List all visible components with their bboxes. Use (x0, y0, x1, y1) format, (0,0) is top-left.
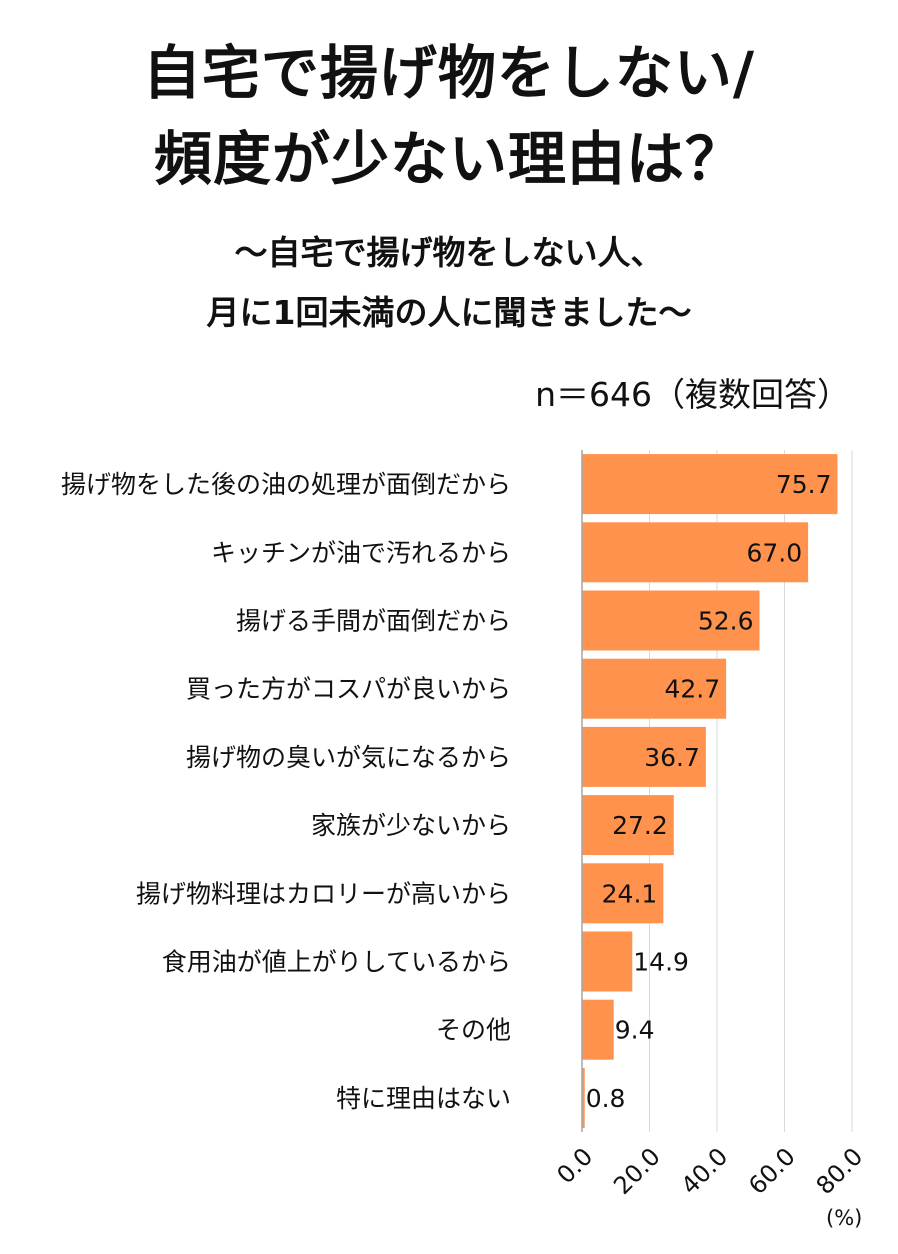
x-tick-label: 60.0 (743, 1142, 801, 1200)
x-tick-label: 40.0 (676, 1142, 734, 1200)
category-label: 家族が少ないから (311, 811, 511, 840)
bar-chart: 75.7 揚げ物をした後の油の処理が面倒だから 67.0 キッチンが油で汚れるから 52… (61, 450, 869, 1200)
bar (582, 795, 674, 856)
bar-value-label: 27.2 (612, 811, 668, 840)
chart-subtitle-line1: 〜自宅で揚げ物をしない人、 (234, 233, 664, 272)
category-label: 揚げる手間が面倒だから (236, 607, 511, 636)
bar (582, 1067, 585, 1128)
sample-size-note: n＝646（複数回答） (535, 375, 850, 414)
bar-value-label: 52.6 (698, 607, 754, 636)
bar-value-label: 75.7 (776, 470, 832, 499)
bar-value-label: 36.7 (644, 743, 700, 772)
bar (582, 863, 664, 924)
bar (582, 658, 727, 719)
bar (582, 522, 809, 583)
bar (582, 454, 838, 515)
category-label: 買った方がコスパが良いから (186, 675, 511, 704)
x-tick-label: 0.0 (551, 1142, 598, 1189)
category-label: キッチンが油で汚れるから (211, 538, 511, 567)
chart-subtitle-line2: 月に1回未満の人に聞きました〜 (206, 293, 692, 332)
category-label: 揚げ物料理はカロリーが高いから (136, 879, 511, 908)
chart-title-line1: 自宅で揚げ物をしない/ (142, 39, 756, 107)
category-label: その他 (436, 1016, 511, 1045)
bar-value-label: 24.1 (602, 879, 658, 908)
x-tick-label: 80.0 (811, 1142, 869, 1200)
bar (582, 999, 614, 1060)
bar (582, 931, 633, 992)
bar-value-label: 67.0 (746, 538, 802, 567)
bar-value-label: 42.7 (664, 675, 720, 704)
x-tick-label: 20.0 (608, 1142, 666, 1200)
bar-value-label: 0.8 (586, 1084, 626, 1113)
category-label: 揚げ物をした後の油の処理が面倒だから (61, 470, 511, 499)
chart-title-line2: 頻度が少ない理由は？ (153, 125, 744, 193)
bar-value-label: 14.9 (633, 948, 689, 977)
x-axis-unit: (%) (826, 1206, 863, 1230)
category-label: 揚げ物の臭いが気になるから (186, 743, 511, 772)
category-label: 特に理由はない (336, 1084, 511, 1113)
bar (582, 590, 760, 651)
bar (582, 726, 706, 787)
bar-value-label: 9.4 (615, 1016, 655, 1045)
category-label: 食用油が値上がりしているから (162, 948, 511, 977)
